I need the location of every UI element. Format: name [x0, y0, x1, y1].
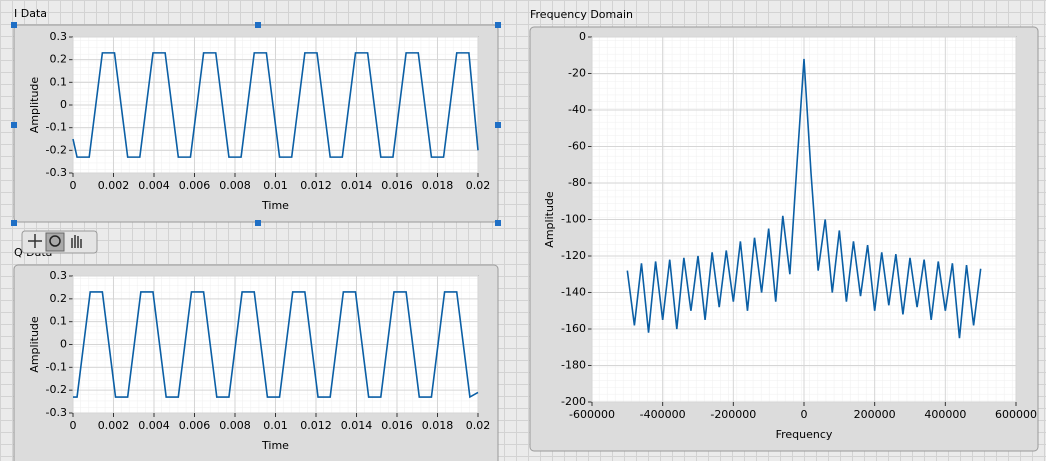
x-axis-label: Time	[261, 439, 289, 452]
x-tick-label: 0.006	[179, 419, 211, 432]
y-tick-label: 0.2	[50, 53, 68, 66]
x-axis-label: Time	[261, 199, 289, 212]
x-tick-label: 0.012	[300, 419, 332, 432]
selection-handles[interactable]	[11, 22, 501, 226]
x-tick-label: 0.012	[300, 179, 332, 192]
x-tick-label: -200000	[710, 408, 756, 421]
y-axis-label: Amplitude	[28, 316, 41, 373]
x-tick-label: 0.014	[341, 419, 373, 432]
data-line	[73, 291, 479, 399]
y-axis-label: Amplitude	[28, 77, 41, 134]
x-tick-label: 0.014	[341, 179, 373, 192]
x-tick-label: 0.02	[466, 179, 491, 192]
x-tick-label: 0.018	[422, 179, 454, 192]
x-tick-label: 0.002	[98, 179, 130, 192]
y-tick-label: -100	[561, 213, 586, 226]
x-tick-label: 0.01	[263, 179, 288, 192]
y-tick-label: -0.1	[46, 121, 67, 134]
x-tick-label: 0.01	[263, 419, 288, 432]
y-tick-label: -0.2	[46, 143, 67, 156]
graph-label: I Data	[14, 7, 47, 20]
x-tick-label: 0.018	[422, 419, 454, 432]
y-tick-label: 0.1	[50, 75, 68, 88]
x-tick-label: 0.016	[381, 179, 413, 192]
data-line	[626, 58, 982, 339]
y-axis-label: Amplitude	[543, 191, 556, 248]
y-tick-label: 0.2	[50, 292, 68, 305]
y-tick-label: -200	[561, 395, 586, 408]
y-tick-label: 0	[579, 30, 586, 43]
y-tick-label: -80	[568, 176, 586, 189]
x-tick-label: 600000	[995, 408, 1037, 421]
y-tick-label: -0.2	[46, 383, 67, 396]
x-tick-label: 0.004	[138, 179, 170, 192]
y-tick-label: 0.1	[50, 315, 68, 328]
y-tick-label: -20	[568, 67, 586, 80]
y-tick-label: -160	[561, 322, 586, 335]
y-tick-label: 0.3	[50, 269, 68, 282]
graph-palette[interactable]	[21, 230, 98, 254]
x-tick-label: 0	[70, 179, 77, 192]
x-tick-label: 0.008	[219, 179, 251, 192]
x-tick-label: 0.006	[179, 179, 211, 192]
data-line	[72, 52, 479, 158]
x-axis-label: Frequency	[776, 428, 833, 441]
x-tick-label: -600000	[569, 408, 615, 421]
x-tick-label: 400000	[924, 408, 966, 421]
y-tick-label: 0.3	[50, 30, 68, 43]
graph-label: Frequency Domain	[530, 8, 633, 21]
y-tick-label: -0.3	[46, 406, 67, 419]
y-tick-label: -120	[561, 249, 586, 262]
x-tick-label: 0.004	[138, 419, 170, 432]
y-tick-label: -0.3	[46, 166, 67, 179]
y-tick-label: -0.1	[46, 360, 67, 373]
x-tick-label: 0.02	[466, 419, 491, 432]
x-tick-label: -400000	[640, 408, 686, 421]
y-tick-label: 0	[60, 98, 67, 111]
x-tick-label: 0.002	[98, 419, 130, 432]
x-tick-label: 0	[70, 419, 77, 432]
x-tick-label: 0.008	[219, 419, 251, 432]
x-tick-label: 0	[801, 408, 808, 421]
y-tick-label: 0	[60, 338, 67, 351]
y-tick-label: -60	[568, 140, 586, 153]
x-tick-label: 200000	[854, 408, 896, 421]
y-tick-label: -180	[561, 359, 586, 372]
x-tick-label: 0.016	[381, 419, 413, 432]
y-tick-label: -140	[561, 286, 586, 299]
y-tick-label: -40	[568, 103, 586, 116]
